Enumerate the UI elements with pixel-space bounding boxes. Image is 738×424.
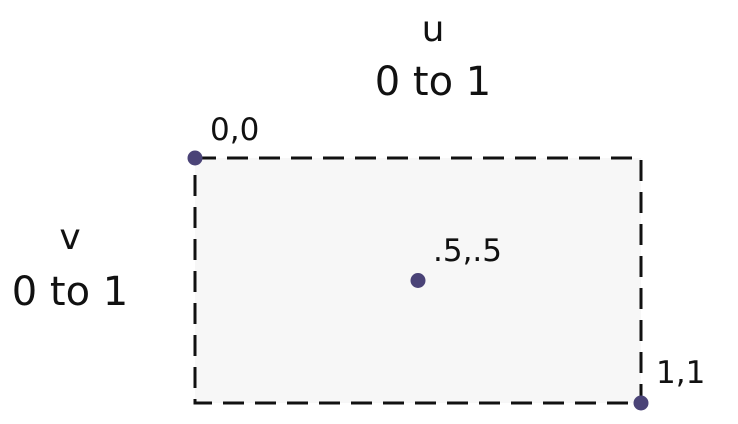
point-label-center: .5,.5 <box>433 236 502 267</box>
v-axis-name: v <box>45 220 95 256</box>
point-origin <box>188 151 203 166</box>
point-center <box>411 273 426 288</box>
v-axis-range: 0 to 1 <box>0 272 140 312</box>
point-end <box>634 396 649 411</box>
u-axis-name: u <box>408 12 458 48</box>
point-label-origin: 0,0 <box>210 115 259 146</box>
point-label-end: 1,1 <box>656 358 705 389</box>
u-axis-range: 0 to 1 <box>343 62 523 102</box>
